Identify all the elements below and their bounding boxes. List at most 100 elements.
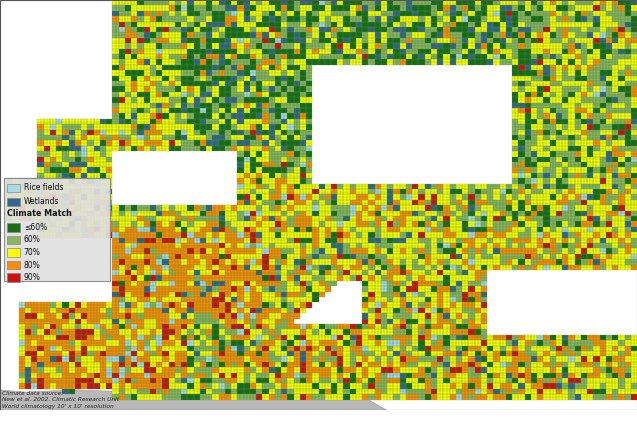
Bar xyxy=(487,22,494,27)
Bar xyxy=(262,205,269,210)
Bar xyxy=(156,27,162,32)
Bar xyxy=(169,216,175,221)
Bar xyxy=(131,238,138,243)
Bar xyxy=(300,205,306,210)
Bar xyxy=(112,308,118,313)
Bar xyxy=(406,189,412,194)
Bar xyxy=(162,302,169,308)
Bar xyxy=(587,232,593,238)
Bar xyxy=(443,292,450,297)
Bar xyxy=(56,313,62,318)
Bar xyxy=(612,16,619,22)
Bar xyxy=(431,384,437,389)
Bar xyxy=(138,329,143,335)
Bar xyxy=(581,157,587,162)
Bar xyxy=(31,324,38,329)
Bar xyxy=(425,49,431,54)
Bar xyxy=(243,103,250,108)
Bar xyxy=(143,32,150,38)
Bar xyxy=(125,32,131,38)
Bar xyxy=(550,11,556,16)
Bar xyxy=(256,286,262,292)
Bar xyxy=(181,313,187,318)
Bar xyxy=(143,232,150,238)
Bar xyxy=(118,135,125,140)
Bar xyxy=(499,5,506,11)
Bar xyxy=(568,97,575,103)
Bar xyxy=(150,238,156,243)
Bar xyxy=(75,140,81,146)
Bar xyxy=(62,335,69,340)
Bar xyxy=(100,216,106,221)
Bar xyxy=(562,351,568,356)
Bar xyxy=(262,394,269,400)
Bar xyxy=(412,254,419,259)
Bar xyxy=(162,27,169,32)
Bar xyxy=(287,270,294,276)
Bar xyxy=(381,205,387,210)
Bar xyxy=(412,318,419,324)
Bar xyxy=(162,308,169,313)
Bar xyxy=(506,49,512,54)
Bar xyxy=(243,324,250,329)
Bar xyxy=(587,227,593,232)
Bar xyxy=(612,221,619,227)
Bar xyxy=(250,59,256,65)
Bar xyxy=(125,270,131,276)
Bar xyxy=(368,378,375,383)
Bar xyxy=(125,81,131,86)
Bar xyxy=(531,54,537,59)
Bar xyxy=(187,254,194,259)
Bar xyxy=(543,38,550,43)
Bar xyxy=(512,146,519,151)
Bar xyxy=(631,162,637,167)
Bar xyxy=(118,49,125,54)
Bar xyxy=(612,92,619,97)
Bar xyxy=(44,324,50,329)
Bar xyxy=(412,270,419,276)
Bar xyxy=(543,167,550,173)
Bar xyxy=(531,194,537,200)
Bar xyxy=(499,49,506,54)
Bar xyxy=(156,324,162,329)
Bar xyxy=(256,130,262,135)
Bar xyxy=(262,97,269,103)
Bar xyxy=(387,384,394,389)
Bar xyxy=(187,119,194,124)
Bar xyxy=(175,216,181,221)
Bar xyxy=(556,362,562,367)
Bar xyxy=(362,32,368,38)
Bar xyxy=(225,346,231,351)
Bar xyxy=(156,38,162,43)
Bar xyxy=(394,292,399,297)
Bar xyxy=(94,221,100,227)
Bar xyxy=(543,76,550,81)
Bar xyxy=(206,389,212,394)
Bar xyxy=(118,367,125,372)
Bar xyxy=(281,356,287,362)
Bar xyxy=(275,318,281,324)
Bar xyxy=(200,378,206,383)
Bar xyxy=(212,362,218,367)
Bar xyxy=(343,340,350,346)
Bar xyxy=(212,146,218,151)
Bar xyxy=(575,372,581,378)
Bar xyxy=(368,394,375,400)
Bar xyxy=(294,346,300,351)
Bar xyxy=(631,49,637,54)
Bar xyxy=(425,0,431,5)
Bar xyxy=(468,27,475,32)
Bar xyxy=(156,103,162,108)
Bar xyxy=(606,11,612,16)
Bar xyxy=(599,22,606,27)
Bar xyxy=(624,372,631,378)
Bar xyxy=(612,54,619,59)
Bar xyxy=(162,340,169,346)
Bar xyxy=(494,11,499,16)
Bar xyxy=(269,270,275,276)
Bar xyxy=(568,248,575,254)
Bar xyxy=(18,372,25,378)
Bar xyxy=(212,297,218,302)
Bar xyxy=(187,335,194,340)
Bar xyxy=(462,211,468,216)
